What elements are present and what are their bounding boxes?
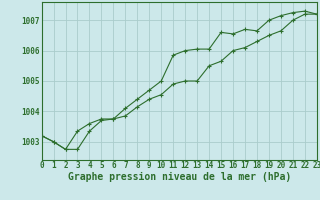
X-axis label: Graphe pression niveau de la mer (hPa): Graphe pression niveau de la mer (hPa)	[68, 172, 291, 182]
